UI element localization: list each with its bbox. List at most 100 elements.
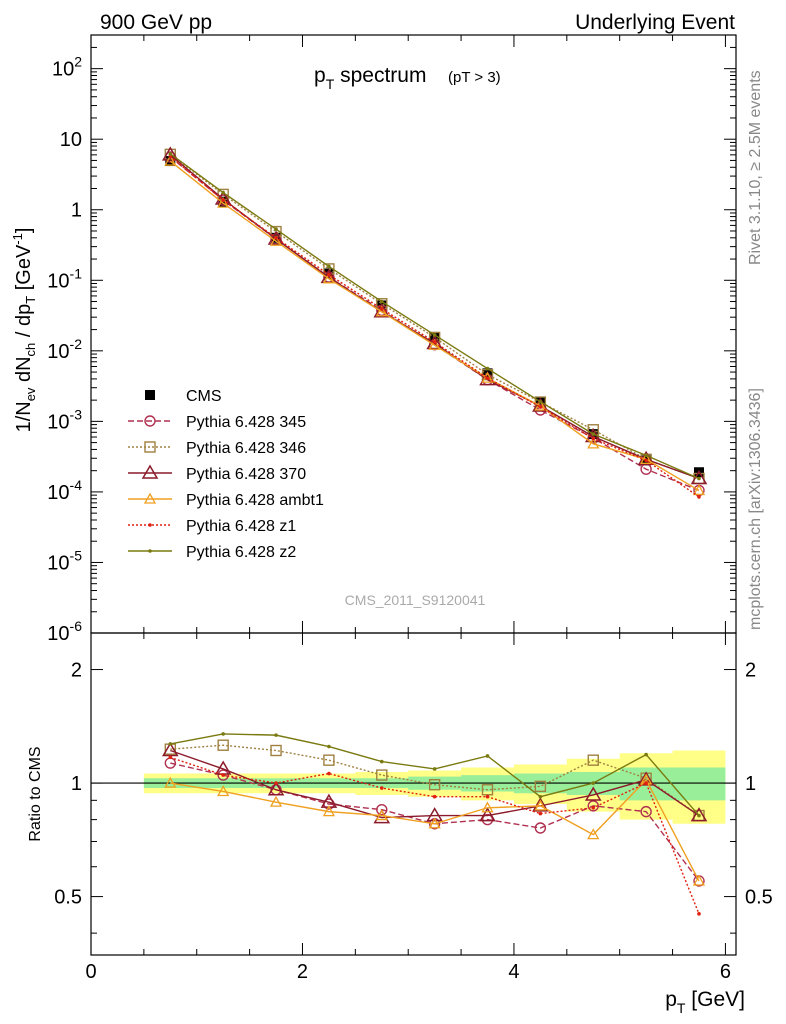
ratio-point bbox=[428, 817, 441, 829]
ratio-y-tick-label: 2 bbox=[71, 660, 82, 682]
ratio-point bbox=[534, 780, 547, 793]
ratio-point bbox=[217, 739, 229, 751]
data-point bbox=[161, 146, 179, 161]
ratio-point bbox=[168, 755, 173, 760]
x-tick-label: 6 bbox=[720, 961, 731, 983]
ratio-point bbox=[274, 733, 278, 737]
ratio-series-5 bbox=[168, 732, 701, 818]
ratio-point bbox=[534, 799, 547, 811]
data-point bbox=[379, 306, 384, 311]
title-p: p bbox=[314, 64, 326, 87]
ratio-point bbox=[323, 754, 335, 766]
y-tick-label: 10-3 bbox=[47, 406, 82, 433]
ratio-point bbox=[267, 781, 285, 796]
x-tick-label: 4 bbox=[508, 961, 519, 983]
legend-label: CMS bbox=[186, 388, 222, 405]
series-2 bbox=[164, 148, 705, 485]
ratio-point bbox=[432, 794, 437, 799]
main-title: pT spectrum bbox=[314, 64, 426, 92]
ratio-point bbox=[538, 811, 543, 816]
legend-marker bbox=[148, 523, 152, 527]
series-3 bbox=[161, 146, 708, 485]
ratio-point bbox=[481, 784, 494, 796]
data-point bbox=[538, 399, 543, 404]
ratio-frame bbox=[90, 632, 737, 956]
header-right: Underlying Event bbox=[575, 11, 735, 34]
header-left: 900 GeV pp bbox=[100, 11, 212, 34]
data-point bbox=[428, 338, 441, 350]
data-point bbox=[274, 227, 278, 231]
ratio-point bbox=[591, 781, 596, 785]
ratio-line bbox=[170, 756, 700, 915]
ratio-point bbox=[534, 822, 547, 834]
legend-entry: Pythia 6.428 z2 bbox=[128, 544, 296, 561]
ratio-point bbox=[485, 794, 490, 799]
data-point bbox=[327, 272, 331, 277]
ratio-point bbox=[587, 800, 599, 812]
y-tick-label: 1 bbox=[71, 200, 82, 222]
side-label-rivet: Rivet 3.1.10, ≥ 2.5M events bbox=[747, 70, 764, 265]
data-point bbox=[697, 476, 701, 481]
ratio-point bbox=[428, 779, 441, 791]
title-sub-t: T bbox=[326, 76, 335, 92]
data-point bbox=[587, 437, 600, 449]
ratio-point bbox=[690, 807, 708, 822]
ratio-line bbox=[170, 749, 700, 819]
ratio-point bbox=[161, 742, 179, 757]
ratio-point bbox=[481, 801, 494, 813]
y-tick-label: 10-1 bbox=[47, 265, 82, 292]
main-title-cut: (pT > 3) bbox=[448, 69, 501, 86]
data-point bbox=[697, 495, 701, 499]
data-point bbox=[485, 366, 490, 371]
ratio-point bbox=[327, 744, 331, 749]
main-plot-panel: 102 10 1 10-1 10-2 10-3 10-4 10-5 10-6 pT spectr… bbox=[10, 34, 737, 645]
ratio-plot-panel: 0.5 0.5 1 1 2 2 0 2 4 6 Ratio to CMS pT [GeV] bbox=[27, 632, 773, 1016]
legend-label: Pythia 6.428 ambt1 bbox=[186, 492, 324, 509]
ratio-y-tick-label: 0.5 bbox=[54, 887, 82, 909]
ratio-point bbox=[221, 773, 225, 777]
ratio-y-tick-label-right: 0.5 bbox=[745, 887, 773, 909]
data-point bbox=[221, 198, 225, 202]
legend-label: Pythia 6.428 z1 bbox=[186, 518, 296, 535]
ratio-point bbox=[479, 807, 496, 822]
data-point bbox=[168, 154, 173, 159]
legend: CMS Pythia 6.428 345 Pythia 6.428 346 Pythi… bbox=[128, 388, 324, 561]
ratio-point bbox=[432, 767, 437, 771]
ratio-point bbox=[375, 809, 388, 821]
ratio-point bbox=[217, 785, 230, 797]
legend-marker bbox=[144, 415, 156, 427]
legend-entry: Pythia 6.428 z1 bbox=[128, 518, 296, 535]
ratio-point bbox=[270, 744, 282, 757]
ratio-point bbox=[692, 874, 706, 886]
y-tick-label: 10-2 bbox=[47, 336, 82, 363]
series-5 bbox=[168, 154, 701, 499]
ratio-series-3 bbox=[164, 773, 706, 886]
ratio-point bbox=[376, 769, 388, 781]
ratio-point bbox=[274, 781, 278, 785]
ratio-point bbox=[697, 813, 701, 818]
data-point bbox=[538, 405, 543, 409]
legend-marker bbox=[144, 441, 156, 453]
series-line bbox=[169, 160, 700, 492]
ratio-point bbox=[217, 769, 229, 781]
data-point bbox=[432, 333, 437, 337]
data-uncertainty-band-inner bbox=[143, 767, 726, 801]
analysis-watermark: CMS_2011_S9120041 bbox=[345, 592, 486, 608]
data-point bbox=[274, 236, 278, 240]
ratio-point bbox=[587, 828, 600, 840]
ratio-y-tick-label: 1 bbox=[71, 773, 82, 795]
data-point bbox=[532, 397, 549, 412]
legend-label: Pythia 6.428 346 bbox=[186, 440, 306, 457]
side-label-mcplots: mcplots.cern.ch [arXiv:1306.3436] bbox=[747, 388, 764, 630]
legend-marker bbox=[141, 464, 159, 479]
ratio-point bbox=[327, 771, 331, 776]
legend-entry: Pythia 6.428 ambt1 bbox=[128, 492, 324, 509]
legend-entry: Pythia 6.428 345 bbox=[128, 414, 306, 431]
title-rest: spectrum bbox=[334, 64, 426, 87]
data-point bbox=[327, 264, 331, 269]
main-ylabel: 1/Nev dNch / dpT [GeV-1] bbox=[10, 228, 38, 433]
data-point bbox=[481, 371, 494, 383]
legend-marker bbox=[148, 549, 152, 553]
ratio-point bbox=[591, 805, 596, 810]
